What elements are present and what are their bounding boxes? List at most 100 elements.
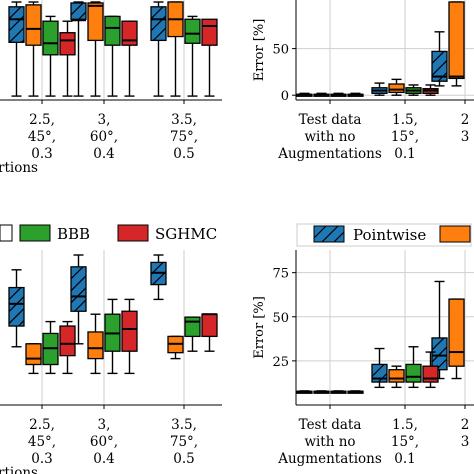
- box-top-left-s3-c2: [121, 20, 138, 97]
- box-iqr: [388, 369, 405, 383]
- panel-top-left: 2.5,45°,0.3 3,60°,0.4 3.5,75°,0.5 rtions: [0, 0, 222, 176]
- box-top-left-s0-c2: [70, 1, 87, 97]
- box-iqr: [8, 286, 25, 327]
- box-bottom-left-s2-c1: [42, 320, 59, 375]
- legend-swatch-partial: [0, 224, 13, 242]
- box-bottom-left-s0-c2: [70, 254, 87, 345]
- x-tick-label: 2: [461, 417, 470, 433]
- legend-swatch-orange: [439, 225, 471, 243]
- box-iqr: [184, 316, 201, 338]
- y-tick-label: 0: [281, 89, 289, 104]
- x-tick-label: 3.5,: [171, 112, 197, 128]
- box-iqr: [70, 266, 87, 312]
- box-hatch: [8, 308, 25, 324]
- x-tick-label: 45°,: [28, 434, 56, 450]
- x-tick-label: 60°,: [90, 129, 118, 145]
- x-tick-label: 15°,: [391, 434, 419, 450]
- box-hatch: [431, 50, 445, 64]
- y-tick-label: 25: [272, 355, 289, 370]
- box-bottom-right-s1-c1: [388, 365, 405, 389]
- box-hatch: [70, 2, 84, 16]
- x-axis-label-fragment: rtions: [0, 160, 38, 176]
- box-bottom-left-s3-c3: [201, 313, 218, 352]
- y-axis-label: Error [%]: [252, 296, 267, 359]
- box-hatch: [431, 337, 445, 351]
- box-top-right-s1-c0: [313, 92, 330, 97]
- box-iqr: [104, 15, 121, 46]
- x-tick-label: 15°,: [391, 129, 419, 145]
- box-hatch: [431, 59, 448, 76]
- box-hatch: [8, 6, 22, 20]
- legend-swatch-sghmc: [117, 224, 149, 242]
- x-tick-label: 0.3: [31, 146, 52, 162]
- box-hatch: [150, 6, 164, 20]
- box-bottom-right-s0-c2: [431, 280, 448, 380]
- box-top-right-s2-c0: [330, 92, 347, 97]
- legend-label-pointwise: Pointwise: [353, 226, 426, 244]
- box-iqr: [448, 1, 465, 80]
- x-tick-label: 75°,: [170, 434, 198, 450]
- x-tick-label: 0.1: [394, 146, 415, 162]
- box-hatch: [21, 39, 25, 43]
- box-iqr: [42, 20, 59, 56]
- box-bottom-left-s2-c2: [104, 298, 121, 375]
- x-tick-label: 60°,: [90, 434, 118, 450]
- box-iqr: [448, 298, 465, 367]
- x-tick-label: 1.5,: [392, 112, 418, 128]
- x-tick-label: 3: [461, 434, 470, 450]
- box-hatch: [70, 266, 84, 280]
- x-tick-label: 0.4: [93, 451, 114, 467]
- legend-hatch-line: [321, 225, 339, 243]
- box-bottom-left-s3-c2: [121, 298, 138, 375]
- box-hatch: [152, 27, 167, 41]
- box-hatch: [431, 346, 448, 363]
- x-tick-label: 0.4: [93, 146, 114, 162]
- box-iqr: [388, 83, 405, 94]
- box-iqr: [25, 4, 42, 46]
- box-top-left-s0-c1: [8, 1, 25, 97]
- x-tick-label: 75°,: [170, 129, 198, 145]
- x-tick-label: 0.5: [173, 146, 194, 162]
- x-tick-label: with no: [304, 434, 355, 450]
- box-iqr: [59, 325, 76, 357]
- box-bottom-left-s1-c2: [87, 313, 104, 375]
- legend-swatch-bbb: [19, 224, 51, 242]
- box-top-left-s1-c2: [87, 1, 104, 97]
- box-top-right-s0-c1: [371, 82, 388, 96]
- box-iqr: [87, 2, 104, 42]
- x-tick-label: 0.5: [173, 451, 194, 467]
- box-bottom-right-s2-c0: [330, 390, 347, 394]
- x-tick-label: 2.5,: [29, 417, 55, 433]
- x-tick-label: 0.1: [394, 451, 415, 467]
- x-tick-label: 3: [461, 129, 470, 145]
- y-tick-label: 75: [272, 267, 289, 282]
- box-bottom-left-s1-c1: [25, 343, 42, 375]
- box-top-left-s2-c3: [184, 15, 201, 97]
- legend-hatch-line: [313, 225, 327, 239]
- box-bottom-left-s3-c1: [59, 320, 76, 375]
- legend-label-bbb: BBB: [57, 225, 90, 243]
- box-top-right-s3-c0: [347, 92, 364, 97]
- box-top-right-s1-c1: [388, 78, 405, 96]
- box-top-left-s1-c1: [25, 1, 42, 97]
- x-tick-label: 2: [461, 112, 470, 128]
- box-iqr: [121, 310, 138, 352]
- box-hatch: [78, 11, 87, 20]
- box-hatch: [371, 363, 385, 377]
- box-hatch: [74, 299, 87, 312]
- box-bottom-right-s1-c2: [448, 298, 465, 380]
- box-top-left-s1-c3: [167, 1, 184, 97]
- box-bottom-right-s0-c1: [371, 347, 388, 389]
- box-iqr: [59, 32, 76, 56]
- x-tick-label: Test data: [299, 417, 362, 433]
- box-iqr: [201, 313, 218, 338]
- box-bottom-right-s0-c0: [296, 390, 313, 394]
- box-iqr: [87, 331, 104, 360]
- x-tick-label: with no: [304, 129, 355, 145]
- box-top-right-s0-c2: [431, 31, 448, 87]
- box-hatch: [18, 320, 25, 327]
- box-hatch: [9, 27, 25, 43]
- box-hatch: [164, 39, 167, 41]
- box-bottom-right-s1-c0: [313, 390, 330, 394]
- legend-label-sghmc: SGHMC: [155, 225, 217, 243]
